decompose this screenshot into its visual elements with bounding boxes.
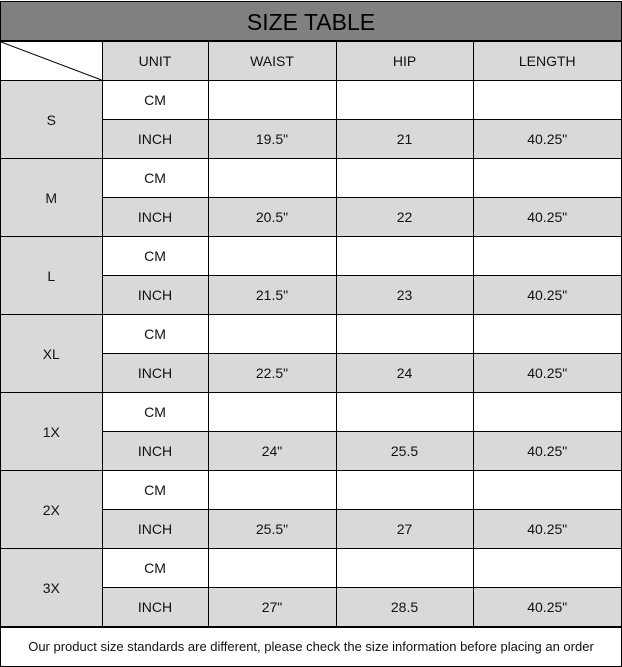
unit-cm: CM bbox=[101, 80, 209, 120]
unit-cm: CM bbox=[101, 236, 209, 276]
size-row-inch: INCH 20.5" 22 40.25" bbox=[1, 197, 621, 237]
inch-waist: 24" bbox=[207, 431, 337, 471]
unit-inch: INCH bbox=[102, 119, 209, 159]
size-row-cm: S CM bbox=[1, 80, 621, 159]
inch-length: 40.25" bbox=[472, 275, 621, 315]
cm-hip bbox=[335, 470, 474, 510]
unit-inch: INCH bbox=[102, 275, 209, 315]
unit-cm: CM bbox=[101, 314, 209, 354]
inch-waist: 27" bbox=[207, 587, 337, 627]
inch-waist: 19.5" bbox=[207, 119, 337, 159]
inch-length: 40.25" bbox=[472, 509, 621, 549]
cm-length bbox=[472, 80, 621, 120]
inch-waist: 22.5" bbox=[207, 353, 337, 393]
cm-hip bbox=[335, 80, 474, 120]
unit-cm: CM bbox=[101, 548, 209, 588]
size-row-inch: INCH 27" 28.5 40.25" bbox=[1, 587, 621, 627]
header-hip: HIP bbox=[335, 41, 474, 81]
cm-length bbox=[472, 548, 621, 588]
size-row-cm: 3X CM bbox=[1, 548, 621, 627]
cm-waist bbox=[207, 548, 337, 588]
unit-inch: INCH bbox=[102, 587, 209, 627]
cm-length bbox=[472, 236, 621, 276]
size-label: M bbox=[1, 158, 103, 237]
footer-note: Our product size standards are different… bbox=[1, 627, 621, 666]
header-length: LENGTH bbox=[472, 41, 621, 81]
inch-waist: 20.5" bbox=[207, 197, 337, 237]
cm-waist bbox=[207, 158, 337, 198]
inch-hip: 22 bbox=[335, 197, 474, 237]
size-label: L bbox=[1, 236, 103, 315]
cm-hip bbox=[335, 158, 474, 198]
header-unit: UNIT bbox=[101, 41, 209, 81]
inch-length: 40.25" bbox=[472, 197, 621, 237]
size-row-cm: 1X CM bbox=[1, 392, 621, 471]
size-label: S bbox=[1, 80, 103, 159]
size-row-inch: INCH 25.5" 27 40.25" bbox=[1, 509, 621, 549]
cm-waist bbox=[207, 314, 337, 354]
cm-hip bbox=[335, 392, 474, 432]
inch-length: 40.25" bbox=[472, 353, 621, 393]
unit-inch: INCH bbox=[102, 509, 209, 549]
cm-waist bbox=[207, 236, 337, 276]
inch-waist: 25.5" bbox=[207, 509, 337, 549]
inch-length: 40.25" bbox=[472, 431, 621, 471]
cm-waist bbox=[207, 80, 337, 120]
cm-hip bbox=[335, 314, 474, 354]
cm-waist bbox=[207, 470, 337, 510]
cm-hip bbox=[335, 236, 474, 276]
size-label: XL bbox=[1, 314, 103, 393]
inch-hip: 28.5 bbox=[335, 587, 474, 627]
corner-diagonal-cell bbox=[1, 41, 103, 81]
inch-hip: 25.5 bbox=[335, 431, 474, 471]
inch-length: 40.25" bbox=[472, 587, 621, 627]
size-row-inch: INCH 22.5" 24 40.25" bbox=[1, 353, 621, 393]
inch-hip: 24 bbox=[335, 353, 474, 393]
cm-hip bbox=[335, 548, 474, 588]
unit-inch: INCH bbox=[102, 431, 209, 471]
unit-cm: CM bbox=[101, 470, 209, 510]
cm-length bbox=[472, 314, 621, 354]
inch-length: 40.25" bbox=[472, 119, 621, 159]
unit-inch: INCH bbox=[102, 353, 209, 393]
inch-hip: 21 bbox=[335, 119, 474, 159]
cm-waist bbox=[207, 392, 337, 432]
size-row-cm: XL CM bbox=[1, 314, 621, 393]
size-label: 2X bbox=[1, 470, 103, 549]
inch-waist: 21.5" bbox=[207, 275, 337, 315]
size-row-cm: L CM bbox=[1, 236, 621, 315]
cm-length bbox=[472, 158, 621, 198]
unit-inch: INCH bbox=[102, 197, 209, 237]
size-grid: UNIT WAIST HIP LENGTH S CM INCH 19.5" 21… bbox=[1, 41, 621, 627]
size-label: 1X bbox=[1, 392, 103, 471]
header-row: UNIT WAIST HIP LENGTH bbox=[1, 41, 621, 81]
header-waist: WAIST bbox=[207, 41, 337, 81]
table-title: SIZE TABLE bbox=[1, 2, 621, 41]
size-row-cm: M CM bbox=[1, 158, 621, 237]
size-row-cm: 2X CM bbox=[1, 470, 621, 549]
size-row-inch: INCH 24" 25.5 40.25" bbox=[1, 431, 621, 471]
size-label: 3X bbox=[1, 548, 103, 627]
unit-cm: CM bbox=[101, 158, 209, 198]
inch-hip: 23 bbox=[335, 275, 474, 315]
unit-cm: CM bbox=[101, 392, 209, 432]
cm-length bbox=[472, 392, 621, 432]
cm-length bbox=[472, 470, 621, 510]
inch-hip: 27 bbox=[335, 509, 474, 549]
